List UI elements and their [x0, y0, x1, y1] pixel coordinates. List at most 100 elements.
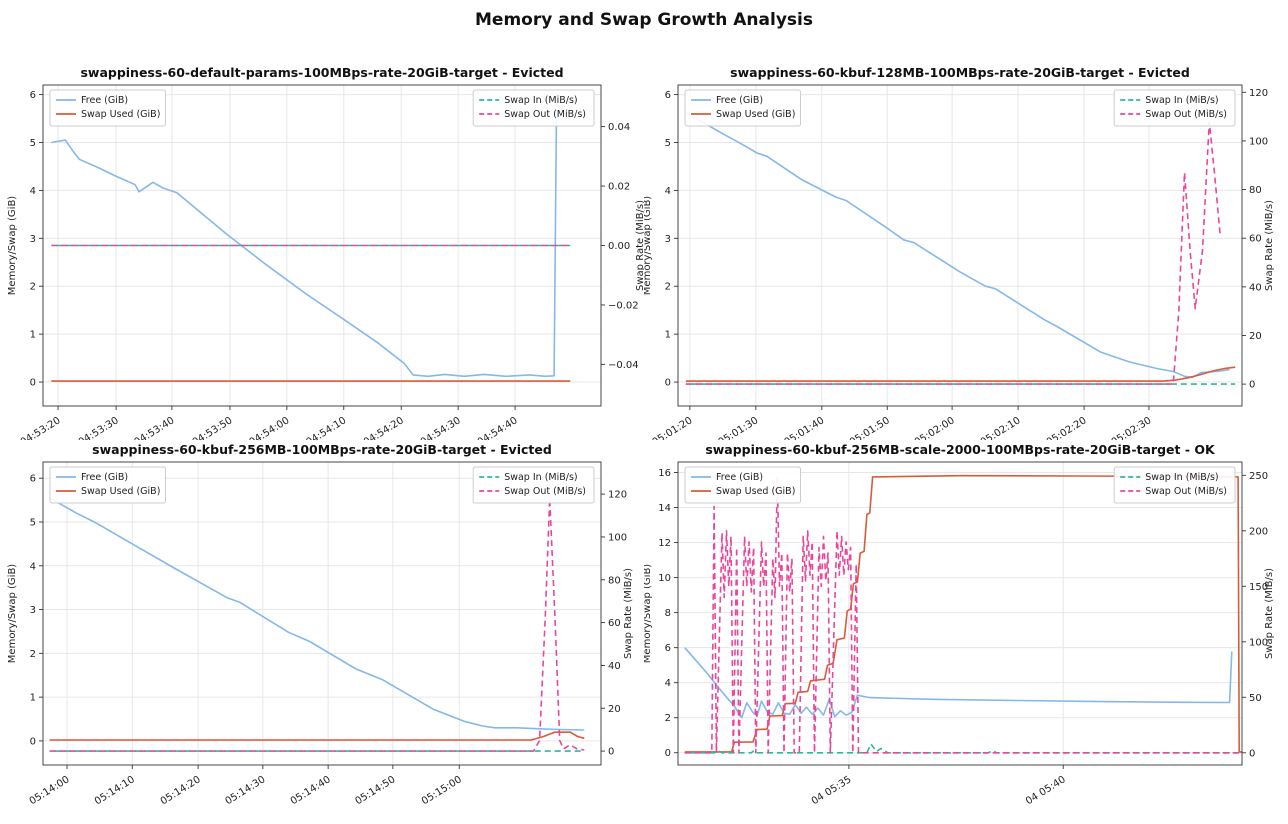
x-tick-label: 05:02:10	[979, 415, 1023, 440]
y-tick-right-label: 100	[608, 532, 627, 543]
y-tick-left-label: 2	[30, 282, 36, 293]
legend-box	[684, 466, 801, 504]
y-tick-right-label: 120	[1249, 88, 1268, 99]
x-tick-label: 05:02:20	[1045, 415, 1089, 440]
legend-label-free: Free (GiB)	[81, 95, 128, 106]
y-tick-left-label: 4	[665, 678, 671, 689]
y-tick-left-label: 0	[665, 748, 671, 759]
y-tick-left-label: 0	[30, 378, 36, 389]
series-swap_out	[685, 120, 1221, 385]
y-tick-right-label: −0.04	[608, 360, 639, 371]
ylabel-left: Memory/Swap (GiB)	[644, 564, 653, 664]
y-tick-left-label: 6	[30, 90, 36, 101]
subplot-title: swappiness-60-kbuf-256MB-scale-2000-100M…	[705, 442, 1216, 457]
subplot-title: swappiness-60-kbuf-128MB-100MBps-rate-20…	[730, 65, 1190, 80]
x-tick-label: 05:15:00	[420, 774, 464, 807]
x-tick-label: 05:01:30	[716, 415, 760, 440]
y-tick-right-label: 100	[1249, 637, 1268, 648]
x-tick-label: 05:14:30	[224, 774, 268, 807]
legend-box	[1113, 466, 1236, 504]
y-tick-right-label: 250	[1249, 471, 1268, 482]
y-tick-right-label: 80	[608, 575, 621, 586]
y-tick-left-label: 10	[658, 573, 671, 584]
y-tick-right-label: 100	[1249, 136, 1268, 147]
legend-label-swap_used: Swap Used (GiB)	[81, 109, 160, 120]
y-tick-right-label: 0	[1249, 380, 1255, 391]
y-tick-right-label: 200	[1249, 526, 1268, 537]
y-tick-right-label: 0.04	[608, 122, 630, 133]
y-tick-left-label: 2	[665, 282, 671, 293]
x-tick-label: 05:14:50	[354, 774, 398, 807]
ylabel-right: Swap Rate (MiB/s)	[1264, 200, 1275, 291]
y-tick-right-label: 20	[1249, 331, 1262, 342]
series-swap_used	[49, 731, 585, 741]
x-tick-label: 04:53:40	[133, 415, 177, 440]
y-tick-left-label: 2	[30, 649, 36, 660]
ylabel-right: Swap Rate (MiB/s)	[1264, 568, 1275, 659]
legend-label-swap_in: Swap In (MiB/s)	[1145, 472, 1218, 483]
x-tick-label: 05:01:40	[782, 415, 826, 440]
y-tick-left-label: 3	[30, 605, 36, 616]
y-tick-right-label: −0.02	[608, 300, 639, 311]
y-tick-left-label: 14	[658, 503, 671, 514]
x-tick-label: 04:54:40	[476, 415, 520, 440]
y-tick-left-label: 5	[30, 138, 36, 149]
y-tick-left-label: 6	[665, 643, 671, 654]
y-tick-left-label: 16	[658, 468, 671, 479]
series-swap_out	[684, 476, 1240, 754]
y-tick-right-label: 40	[608, 661, 621, 672]
x-tick-label: 04:54:20	[362, 415, 406, 440]
series-free	[685, 112, 1230, 379]
y-tick-left-label: 0	[665, 378, 671, 389]
legend-label-swap_in: Swap In (MiB/s)	[504, 95, 577, 106]
series-swap_in	[684, 743, 1240, 754]
series-free	[51, 116, 561, 378]
subplot-top-right: 05:01:20 05:01:30 05:01:40 05:01:50 05:02:00…	[644, 65, 1275, 440]
y-tick-right-label: 0.02	[608, 182, 630, 193]
legend-box	[472, 466, 595, 504]
subplot-bottom-right: 04 05:35 04 05:40 0 2 4 6 8 10 12 14 16 0 50 100 150 20…	[644, 442, 1275, 807]
y-tick-left-label: 4	[665, 186, 671, 197]
plot-frame	[677, 84, 1243, 407]
ylabel-left: Memory/Swap (GiB)	[644, 196, 653, 296]
subplot-title: swappiness-60-default-params-100MBps-rat…	[80, 65, 563, 80]
legend-label-swap_out: Swap Out (MiB/s)	[1145, 109, 1227, 120]
y-tick-left-label: 1	[30, 693, 36, 704]
x-tick-label: 05:14:00	[28, 774, 72, 807]
y-tick-right-label: 0	[1249, 748, 1255, 759]
legend-label-swap_used: Swap Used (GiB)	[81, 486, 160, 497]
x-tick-label: 04:53:50	[191, 415, 235, 440]
x-tick-label: 05:02:00	[913, 415, 957, 440]
y-tick-right-label: 50	[1249, 693, 1262, 704]
series-free	[684, 647, 1233, 719]
y-tick-right-label: 0.00	[608, 241, 630, 252]
legend-box	[472, 89, 595, 127]
ylabel-left: Memory/Swap (GiB)	[7, 196, 18, 296]
series-free	[49, 497, 585, 731]
y-tick-right-label: 0	[608, 747, 614, 758]
y-tick-left-label: 3	[665, 234, 671, 245]
x-tick-label: 04:54:30	[419, 415, 463, 440]
x-tick-label: 04:54:10	[304, 415, 348, 440]
x-tick-label: 05:01:20	[651, 415, 695, 440]
y-tick-right-label: 60	[1249, 234, 1262, 245]
plot-frame	[677, 461, 1243, 766]
y-tick-right-label: 40	[1249, 282, 1262, 293]
x-tick-label: 04 05:35	[810, 774, 854, 807]
y-tick-left-label: 12	[658, 538, 671, 549]
legend-label-swap_used: Swap Used (GiB)	[716, 109, 795, 120]
legend-label-free: Free (GiB)	[716, 95, 763, 106]
x-tick-label: 04:54:00	[248, 415, 292, 440]
x-tick-label: 05:14:10	[93, 774, 137, 807]
y-tick-left-label: 4	[30, 186, 36, 197]
ylabel-right: Swap Rate (MiB/s)	[635, 200, 644, 291]
y-tick-right-label: 150	[1249, 582, 1268, 593]
legend-label-swap_in: Swap In (MiB/s)	[504, 472, 577, 483]
y-tick-left-label: 1	[30, 330, 36, 341]
legend-box	[1113, 89, 1236, 127]
legend-box	[49, 89, 166, 127]
legend-label-swap_out: Swap Out (MiB/s)	[504, 109, 586, 120]
legend-box	[49, 466, 166, 504]
x-tick-label: 05:01:50	[848, 415, 892, 440]
